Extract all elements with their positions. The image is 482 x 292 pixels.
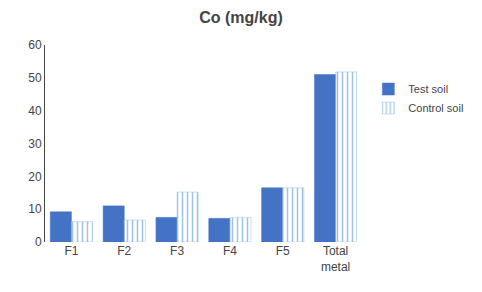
svg-text:F4: F4 [223,244,237,258]
svg-text:10: 10 [28,202,42,216]
svg-text:50: 50 [28,71,42,85]
svg-text:F3: F3 [170,244,184,258]
svg-text:Control soil: Control soil [408,102,463,114]
svg-text:0: 0 [35,235,42,249]
svg-text:F2: F2 [117,244,131,258]
svg-text:Co (mg/kg): Co (mg/kg) [199,9,283,26]
svg-text:Test soil: Test soil [408,83,448,95]
svg-text:Totalmetal: Totalmetal [321,244,350,274]
svg-text:F5: F5 [276,244,290,258]
svg-text:40: 40 [28,104,42,118]
svg-text:30: 30 [28,137,42,151]
svg-text:60: 60 [28,38,42,52]
svg-text:F1: F1 [64,244,78,258]
svg-text:20: 20 [28,170,42,184]
